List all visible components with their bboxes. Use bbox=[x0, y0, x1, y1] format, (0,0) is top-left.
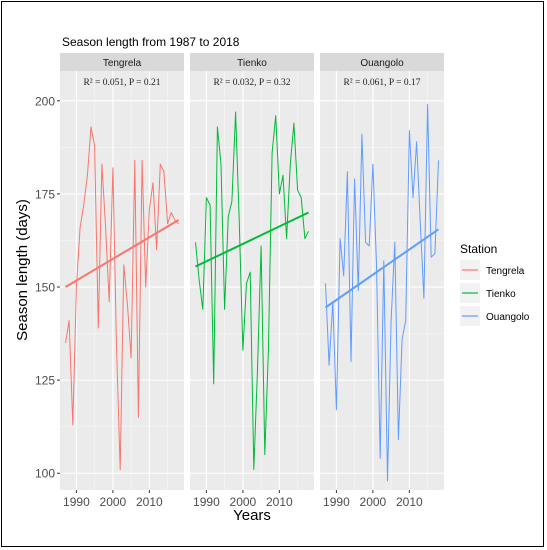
panel-ouangolo: Ouangolo R² = 0.061, P = 0.17 1990 2000 2010 bbox=[320, 53, 444, 509]
panel-tengrela: Tengrela R² = 0.051, P = 0.21 1990 2000 2010 bbox=[60, 53, 184, 509]
trend-line-ouangolo bbox=[324, 228, 440, 309]
x-tick-label: 2010 bbox=[396, 495, 423, 509]
stats-annotation: R² = 0.061, P = 0.17 bbox=[343, 78, 420, 88]
x-axis-label: Years bbox=[233, 507, 271, 524]
panel-background bbox=[60, 71, 184, 490]
series-line-tienko bbox=[195, 111, 309, 470]
y-axis-label: Season length (days) bbox=[14, 199, 31, 341]
y-tick-label: 175 bbox=[35, 187, 55, 201]
y-tick-label: 125 bbox=[35, 374, 55, 388]
x-tick-label: 1990 bbox=[323, 495, 350, 509]
x-tick-label: 2010 bbox=[266, 495, 293, 509]
trend-line-tengrela bbox=[64, 219, 180, 288]
facet-panels: Tengrela R² = 0.051, P = 0.21 1990 2000 2010… bbox=[60, 53, 444, 509]
series-line-ouangolo bbox=[325, 104, 439, 482]
trend-line-tienko bbox=[195, 211, 309, 268]
stats-annotation: R² = 0.051, P = 0.21 bbox=[83, 78, 160, 88]
x-tick-label: 1990 bbox=[193, 495, 220, 509]
panel-strip bbox=[60, 53, 184, 71]
panel-background bbox=[320, 71, 444, 490]
stats-annotation: R² = 0.032, P = 0.32 bbox=[213, 78, 290, 88]
x-tick-label: 1990 bbox=[63, 495, 90, 509]
y-tick-label: 150 bbox=[35, 281, 55, 295]
legend-title: Station bbox=[460, 242, 497, 256]
panel-tienko: Tienko R² = 0.032, P = 0.32 1990 2000 2010 bbox=[190, 53, 314, 509]
panel-strip-label: Ouangolo bbox=[360, 58, 404, 69]
y-tick-label: 200 bbox=[35, 94, 55, 108]
panel-strip bbox=[320, 53, 444, 71]
y-axis: 100 125 150 175 200 bbox=[35, 94, 60, 481]
x-tick-label: 2000 bbox=[230, 495, 257, 509]
panel-strip-label: Tienko bbox=[237, 58, 267, 69]
y-tick-label: 100 bbox=[35, 467, 55, 481]
x-tick-label: 2000 bbox=[360, 495, 387, 509]
legend-label-tienko: Tienko bbox=[486, 289, 516, 300]
x-tick-label: 2010 bbox=[136, 495, 163, 509]
series-line-tengrela bbox=[65, 126, 179, 470]
panel-background bbox=[190, 71, 314, 490]
legend-label-tengrela: Tengrela bbox=[486, 266, 525, 277]
panel-strip bbox=[190, 53, 314, 71]
legend-label-ouangolo: Ouangolo bbox=[486, 312, 530, 323]
chart-title: Season length from 1987 to 2018 bbox=[62, 35, 240, 49]
legend: Tengrela Tienko Ouangolo bbox=[460, 260, 530, 326]
x-tick-label: 2000 bbox=[100, 495, 127, 509]
panel-strip-label: Tengrela bbox=[103, 58, 142, 69]
